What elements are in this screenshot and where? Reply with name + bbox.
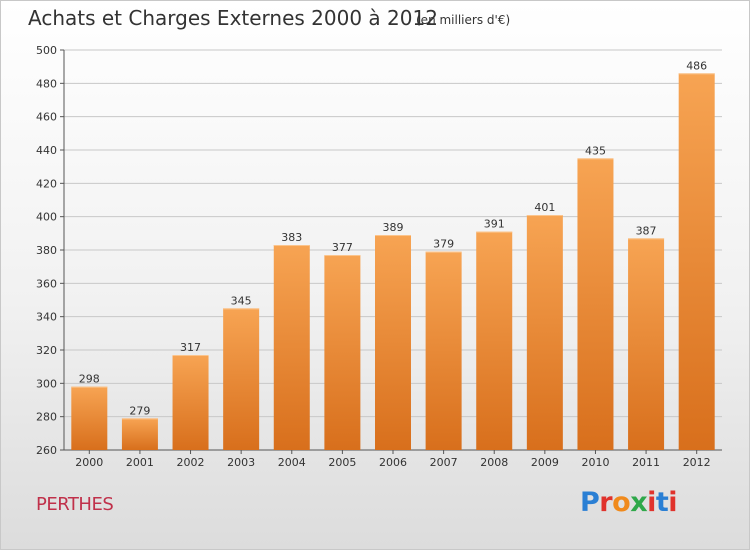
x-tick-label: 2001 xyxy=(126,456,154,469)
bar-2010[interactable] xyxy=(577,158,614,451)
y-tick-label: 460 xyxy=(36,111,57,124)
data-label-2011: 387 xyxy=(636,224,657,237)
data-label-2004: 383 xyxy=(281,231,302,244)
data-label-2000: 298 xyxy=(79,373,100,386)
x-tick-label: 2004 xyxy=(278,456,306,469)
x-tick-label: 2006 xyxy=(379,456,407,469)
data-label-2005: 377 xyxy=(332,241,353,254)
data-label-2001: 279 xyxy=(129,404,150,417)
x-tick-label: 2012 xyxy=(683,456,711,469)
bar-2000[interactable] xyxy=(71,386,108,450)
logo-letter: i xyxy=(668,487,678,518)
y-tick-label: 400 xyxy=(36,211,57,224)
bar-2001[interactable] xyxy=(121,418,158,450)
y-tick-label: 480 xyxy=(36,77,57,90)
x-tick-label: 2010 xyxy=(581,456,609,469)
x-tick-label: 2005 xyxy=(328,456,356,469)
data-label-2003: 345 xyxy=(231,294,252,307)
data-label-2008: 391 xyxy=(484,218,505,231)
logo-letter: o xyxy=(612,487,631,518)
y-tick-label: 380 xyxy=(36,244,57,257)
logo-letter: t xyxy=(655,487,669,518)
data-label-2009: 401 xyxy=(534,201,555,214)
bar-2009[interactable] xyxy=(526,215,563,450)
logo-letter: i xyxy=(647,487,656,518)
location-label: PERTHES xyxy=(36,494,114,515)
bar-2008[interactable] xyxy=(476,231,513,450)
logo-letter: P xyxy=(580,487,600,518)
bars xyxy=(71,73,715,451)
x-tick-label: 2007 xyxy=(430,456,458,469)
x-tick-label: 2003 xyxy=(227,456,255,469)
chart-subtitle: (en milliers d'€) xyxy=(416,13,511,27)
logo-letter: r xyxy=(599,487,613,518)
y-tick-label: 500 xyxy=(36,44,57,57)
x-tick-label: 2009 xyxy=(531,456,559,469)
y-tick-label: 420 xyxy=(36,177,57,190)
data-label-2010: 435 xyxy=(585,144,606,157)
y-tick-label: 260 xyxy=(36,444,57,457)
proxiti-logo[interactable]: Proxiti xyxy=(580,487,678,518)
x-tick-label: 2008 xyxy=(480,456,508,469)
y-tick-label: 280 xyxy=(36,411,57,424)
y-tick-label: 300 xyxy=(36,377,57,390)
y-tick-label: 440 xyxy=(36,144,57,157)
data-label-2007: 379 xyxy=(433,238,454,251)
data-label-2006: 389 xyxy=(383,221,404,234)
chart-title: Achats et Charges Externes 2000 à 2012 xyxy=(28,6,438,30)
data-label-2012: 486 xyxy=(686,59,707,72)
bar-2003[interactable] xyxy=(223,308,260,450)
y-tick-label: 320 xyxy=(36,344,57,357)
logo-letter: x xyxy=(630,487,648,518)
data-label-2002: 317 xyxy=(180,341,201,354)
y-tick-label: 360 xyxy=(36,277,57,290)
x-tick-label: 2011 xyxy=(632,456,660,469)
axes: 260 280 300 320 340 360 380 400 420 440 460 480 500 2… xyxy=(36,44,722,469)
bar-2011[interactable] xyxy=(628,238,665,450)
x-tick-label: 2002 xyxy=(177,456,205,469)
labels: 298 279 317 345 383 377 389 379 391 401 435 387 486 xyxy=(79,59,707,417)
bar-2004[interactable] xyxy=(273,245,310,450)
bar-2006[interactable] xyxy=(375,235,411,450)
y-tick-label: 340 xyxy=(36,311,57,324)
x-tick-label: 2000 xyxy=(75,456,103,469)
bar-2007[interactable] xyxy=(425,251,462,450)
bar-2005[interactable] xyxy=(324,255,361,450)
bar-2002[interactable] xyxy=(172,355,209,450)
bar-2012[interactable] xyxy=(678,73,715,450)
